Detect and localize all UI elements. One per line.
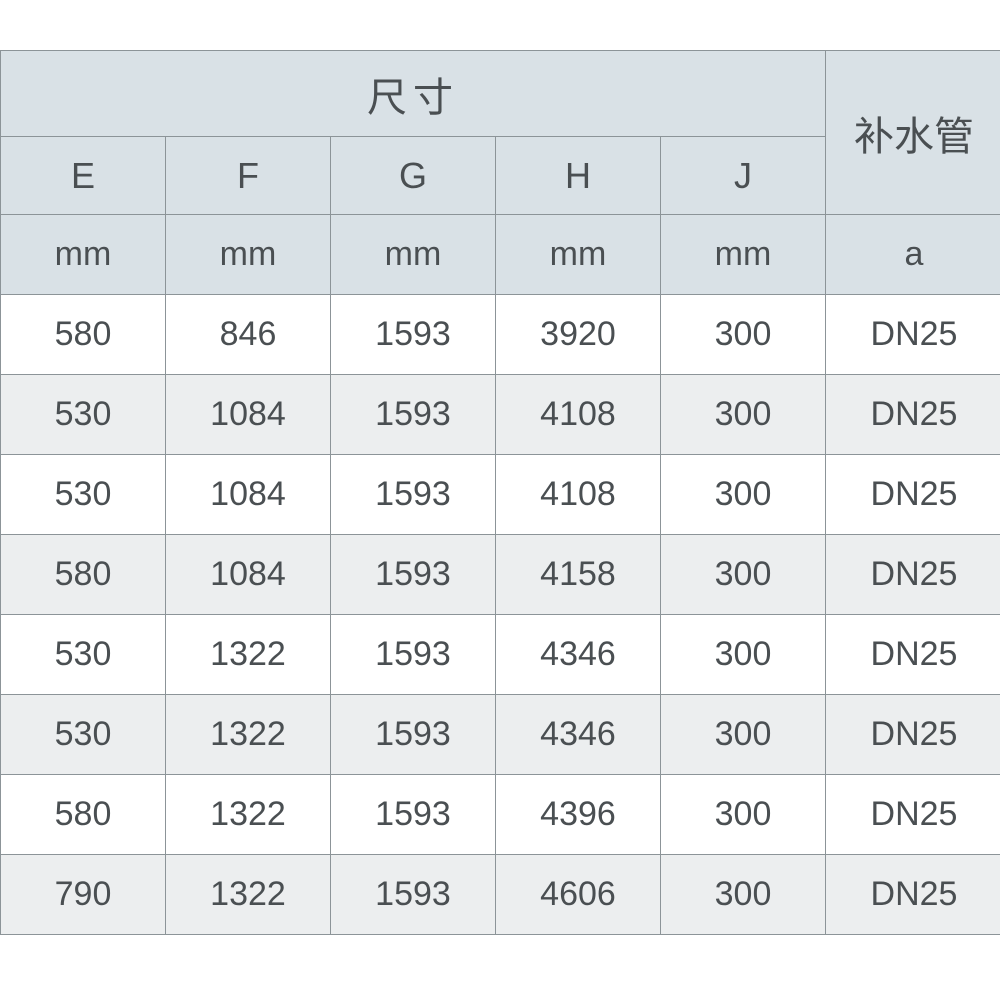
cell: 300 (661, 375, 826, 455)
unit-J: mm (661, 215, 826, 295)
cell: 4346 (496, 695, 661, 775)
cell: 1593 (331, 855, 496, 935)
cell: 530 (1, 615, 166, 695)
table-row: 530132215934346300DN25 (1, 615, 1000, 695)
cell: DN25 (826, 455, 1000, 535)
spec-table: 尺寸 补水管 E F G H J mm mm mm mm mm a 580846… (0, 50, 1000, 935)
cell: 300 (661, 615, 826, 695)
cell: 4396 (496, 775, 661, 855)
unit-a: a (826, 215, 1000, 295)
cell: 300 (661, 295, 826, 375)
cell: 4108 (496, 455, 661, 535)
cell: 300 (661, 855, 826, 935)
cell: 580 (1, 295, 166, 375)
cell: 1322 (166, 615, 331, 695)
table-body: 58084615933920300DN25530108415934108300D… (1, 295, 1000, 935)
cell: 1322 (166, 855, 331, 935)
cell: DN25 (826, 695, 1000, 775)
cell: 846 (166, 295, 331, 375)
cell: 530 (1, 695, 166, 775)
cell: 300 (661, 695, 826, 775)
cell: 1593 (331, 375, 496, 455)
cell: 530 (1, 455, 166, 535)
table-row: 530108415934108300DN25 (1, 375, 1000, 455)
col-G: G (331, 137, 496, 215)
cell: 580 (1, 775, 166, 855)
cell: 1084 (166, 375, 331, 455)
cell: 1593 (331, 615, 496, 695)
col-F: F (166, 137, 331, 215)
table-row: 580132215934396300DN25 (1, 775, 1000, 855)
unit-H: mm (496, 215, 661, 295)
cell: 300 (661, 535, 826, 615)
cell: DN25 (826, 535, 1000, 615)
cell: 1084 (166, 455, 331, 535)
cell: 4606 (496, 855, 661, 935)
table-row: 580108415934158300DN25 (1, 535, 1000, 615)
cell: DN25 (826, 615, 1000, 695)
cell: 300 (661, 455, 826, 535)
table-row: 530132215934346300DN25 (1, 695, 1000, 775)
unit-F: mm (166, 215, 331, 295)
cell: DN25 (826, 375, 1000, 455)
cell: 4346 (496, 615, 661, 695)
cell: 1322 (166, 695, 331, 775)
table-row: 790132215934606300DN25 (1, 855, 1000, 935)
header-row-units: mm mm mm mm mm a (1, 215, 1000, 295)
cell: 1322 (166, 775, 331, 855)
cell: 4108 (496, 375, 661, 455)
header-water-pipe: 补水管 (826, 51, 1000, 215)
header-row-group: 尺寸 补水管 (1, 51, 1000, 137)
cell: 1593 (331, 455, 496, 535)
cell: 530 (1, 375, 166, 455)
col-E: E (1, 137, 166, 215)
cell: 1593 (331, 695, 496, 775)
cell: 300 (661, 775, 826, 855)
cell: DN25 (826, 295, 1000, 375)
cell: 1593 (331, 535, 496, 615)
cell: 1593 (331, 775, 496, 855)
cell: DN25 (826, 775, 1000, 855)
col-J: J (661, 137, 826, 215)
cell: 3920 (496, 295, 661, 375)
col-H: H (496, 137, 661, 215)
cell: 1593 (331, 295, 496, 375)
header-dimensions: 尺寸 (1, 51, 826, 137)
cell: DN25 (826, 855, 1000, 935)
cell: 4158 (496, 535, 661, 615)
table-row: 530108415934108300DN25 (1, 455, 1000, 535)
cell: 790 (1, 855, 166, 935)
table-row: 58084615933920300DN25 (1, 295, 1000, 375)
cell: 580 (1, 535, 166, 615)
unit-E: mm (1, 215, 166, 295)
unit-G: mm (331, 215, 496, 295)
cell: 1084 (166, 535, 331, 615)
